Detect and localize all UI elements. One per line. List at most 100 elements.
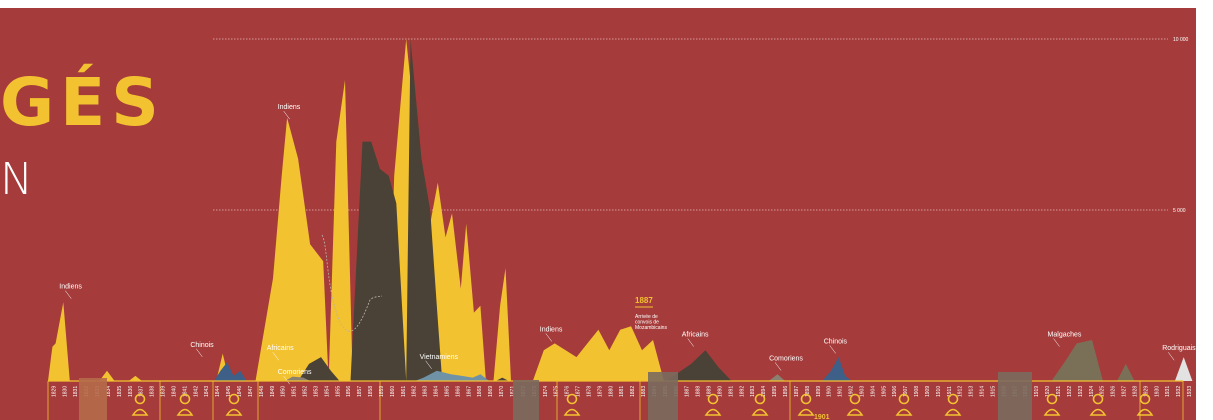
year-tick-1864: 1864	[434, 386, 440, 397]
year-tick-1831: 1831	[73, 386, 79, 397]
year-tick-1870: 1870	[499, 386, 505, 397]
year-tick-1842: 1842	[193, 386, 199, 397]
year-tick-1856: 1856	[346, 386, 352, 397]
year-tick-1887: 1887	[685, 386, 691, 397]
year-tick-1912: 1912	[958, 386, 964, 397]
year-tick-1909: 1909	[925, 386, 931, 397]
year-tick-1869: 1869	[488, 386, 494, 397]
person-bust-icon	[176, 393, 194, 416]
year-tick-1893: 1893	[750, 386, 756, 397]
portrait-photo-3	[998, 372, 1032, 420]
year-tick-1857: 1857	[357, 386, 363, 397]
year-tick-1855: 1855	[335, 386, 341, 397]
year-tick-1877: 1877	[576, 386, 582, 397]
year-tick-1925: 1925	[1100, 386, 1106, 397]
year-tick-1853: 1853	[313, 386, 319, 397]
year-tick-1913: 1913	[969, 386, 975, 397]
year-tick-1874: 1874	[543, 386, 549, 397]
year-tick-1896: 1896	[783, 386, 789, 397]
year-tick-1929: 1929	[1143, 386, 1149, 397]
year-tick-1867: 1867	[466, 386, 472, 397]
year-tick-1930: 1930	[1154, 386, 1160, 397]
page-subtitle: N	[0, 154, 33, 205]
series-leader-11	[1168, 352, 1175, 361]
series-leader-0	[65, 290, 72, 299]
series-leader-5	[425, 360, 432, 369]
portrait-photo-0	[79, 378, 107, 420]
series-area-malgaches-5	[1051, 340, 1135, 381]
year-tick-1854: 1854	[324, 386, 330, 397]
year-tick-1835: 1835	[117, 386, 123, 397]
year-tick-1894: 1894	[761, 386, 767, 397]
year-tick-1904: 1904	[870, 386, 876, 397]
person-bust-icon	[131, 393, 149, 416]
year-tick-1843: 1843	[204, 386, 210, 397]
year-tick-1927: 1927	[1122, 386, 1128, 397]
year-tick-1883: 1883	[641, 386, 647, 397]
series-leader-4	[283, 376, 290, 385]
series-leader-2	[283, 110, 290, 120]
year-tick-1862: 1862	[412, 386, 418, 397]
year-tick-1915: 1915	[991, 386, 997, 397]
series-label-6: Indiens	[540, 326, 563, 333]
person-bust-icon	[846, 393, 864, 416]
year-tick-1845: 1845	[226, 386, 232, 397]
year-tick-1919: 1919	[1034, 386, 1040, 397]
year-tick-1907: 1907	[903, 386, 909, 397]
year-tick-1899: 1899	[816, 386, 822, 397]
year-tick-1837: 1837	[139, 386, 145, 397]
year-tick-1932: 1932	[1176, 386, 1182, 397]
year-tick-1928: 1928	[1132, 386, 1138, 397]
year-tick-1875: 1875	[554, 386, 560, 397]
person-bust-icon	[944, 393, 962, 416]
year-tick-1933: 1933	[1187, 386, 1193, 397]
year-tick-1882: 1882	[630, 386, 636, 397]
person-bust-icon	[895, 393, 913, 416]
person-bust-icon	[1089, 393, 1107, 416]
year-tick-1926: 1926	[1111, 386, 1117, 397]
year-tick-1861: 1861	[401, 386, 407, 397]
year-tick-1902: 1902	[849, 386, 855, 397]
person-bust-icon	[1043, 393, 1061, 416]
year-tick-1863: 1863	[423, 386, 429, 397]
year-tick-1888: 1888	[696, 386, 702, 397]
year-tick-1891: 1891	[728, 386, 734, 397]
year-tick-1892: 1892	[739, 386, 745, 397]
year-tick-1847: 1847	[248, 386, 254, 397]
annotation-year: 1887	[635, 296, 653, 305]
year-tick-1844: 1844	[215, 386, 221, 397]
person-bust-icon	[225, 393, 243, 416]
year-tick-1900: 1900	[827, 386, 833, 397]
person-bust-icon	[563, 393, 581, 416]
year-tick-1839: 1839	[161, 386, 167, 397]
gridline-label-0: 10 000	[1173, 37, 1189, 43]
year-tick-1840: 1840	[172, 386, 178, 397]
year-tick-1889: 1889	[707, 386, 713, 397]
series-label-4: Comoriens	[278, 369, 312, 376]
year-tick-1865: 1865	[445, 386, 451, 397]
year-tick-1910: 1910	[936, 386, 942, 397]
portrait-photo-1	[513, 380, 539, 420]
series-label-5: Vietnamiens	[420, 354, 459, 361]
year-tick-1921: 1921	[1056, 386, 1062, 397]
series-leader-8	[774, 362, 782, 371]
series-leader-9	[829, 345, 836, 354]
series-leader-3	[272, 352, 279, 361]
year-tick-1898: 1898	[805, 386, 811, 397]
person-bust-icon	[1136, 393, 1154, 416]
year-tick-1841: 1841	[182, 386, 188, 397]
year-tick-1901: 1901	[838, 386, 844, 397]
year-tick-1922: 1922	[1067, 386, 1073, 397]
person-bust-icon	[751, 393, 769, 416]
series-label-2: Indiens	[278, 104, 301, 111]
trend-line	[321, 234, 383, 332]
year-tick-1859: 1859	[379, 386, 385, 397]
year-tick-1849: 1849	[270, 386, 276, 397]
year-tick-1906: 1906	[892, 386, 898, 397]
person-bust-icon	[704, 393, 722, 416]
year-tick-1838: 1838	[150, 386, 156, 397]
series-leader-6	[545, 333, 552, 342]
person-bust-icon	[797, 393, 815, 416]
year-tick-1858: 1858	[368, 386, 374, 397]
